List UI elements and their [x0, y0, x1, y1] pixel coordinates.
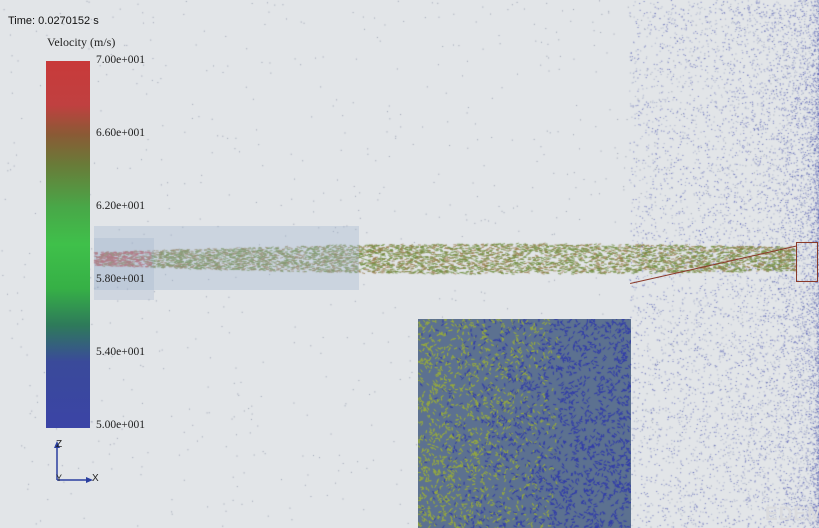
- axis-x-label: X: [92, 473, 99, 484]
- zoom-region-box: [796, 242, 818, 282]
- nozzle-inlet: [94, 238, 154, 300]
- legend-title: Velocity (m/s): [47, 35, 116, 49]
- axis-triad-icon: Z Y X: [54, 439, 99, 484]
- velocity-colorbar: [46, 61, 90, 428]
- legend-tick-4: 5.80e+001: [96, 273, 145, 285]
- legend-tick-max: 7.00e+001: [96, 54, 145, 66]
- axis-y-label: Y: [56, 473, 62, 483]
- legend-tick-min: 5.00e+001: [96, 419, 145, 431]
- nozzle-geometry: [94, 226, 359, 290]
- legend-tick-5: 5.40e+001: [96, 346, 145, 358]
- time-readout: Time: 0.0270152 s: [8, 15, 99, 27]
- inset-particle-field: [418, 319, 631, 528]
- edem-logo: EDEM: [765, 504, 819, 525]
- zoom-inset-panel: [418, 319, 631, 528]
- legend-tick-3: 6.20e+001: [96, 200, 145, 212]
- axis-z-label: Z: [56, 439, 62, 450]
- legend-tick-2: 6.60e+001: [96, 127, 145, 139]
